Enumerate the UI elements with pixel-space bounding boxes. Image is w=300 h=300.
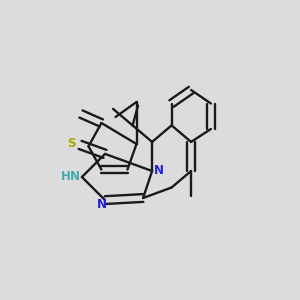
Text: N: N — [70, 170, 80, 184]
Text: N: N — [96, 198, 106, 211]
Text: S: S — [68, 137, 76, 150]
Text: H: H — [61, 170, 70, 184]
Text: N: N — [154, 164, 164, 177]
